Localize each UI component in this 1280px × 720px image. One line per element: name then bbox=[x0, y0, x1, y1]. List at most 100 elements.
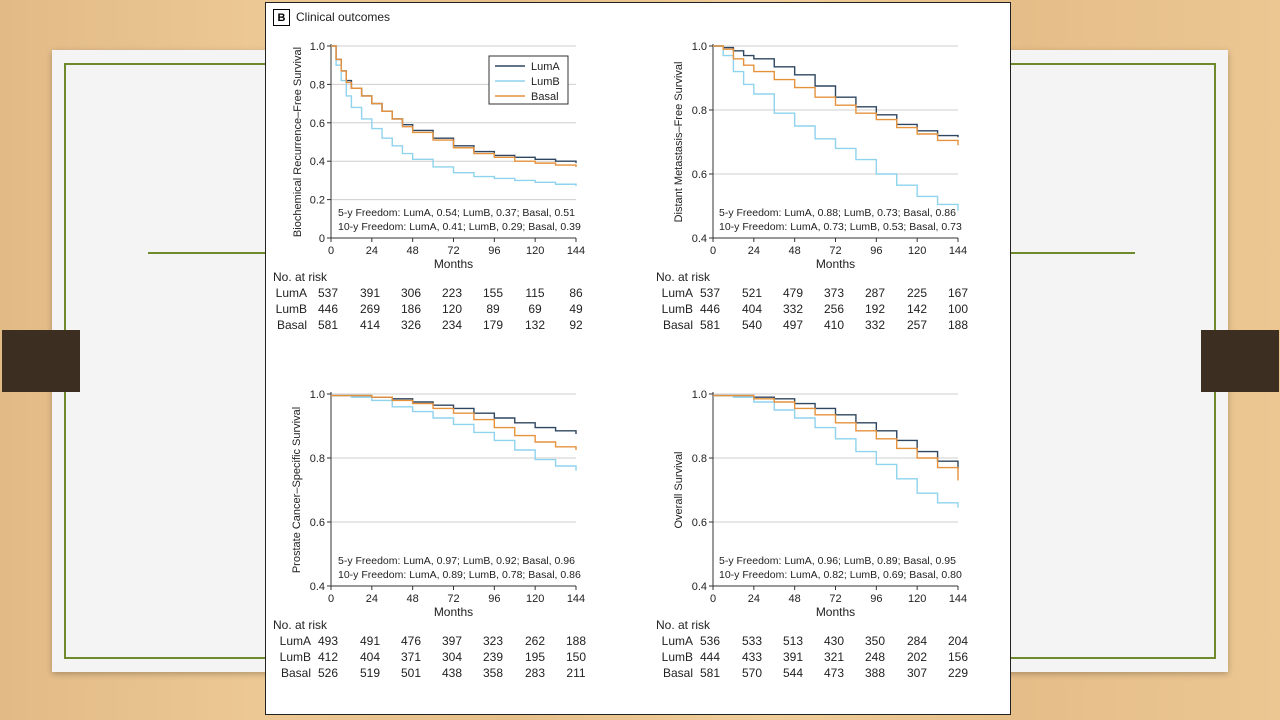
chart1-at-risk-value: 391 bbox=[360, 286, 380, 300]
chart1-at-risk-value: 92 bbox=[569, 318, 583, 332]
chart2-at-risk-value: 446 bbox=[700, 302, 720, 316]
chart1-at-risk-value: 69 bbox=[528, 302, 542, 316]
chart4-at-risk-name: Basal bbox=[663, 666, 693, 680]
chart4-at-risk-value: 444 bbox=[700, 650, 720, 664]
chart3-ytick-label: 0.8 bbox=[310, 453, 325, 465]
slide-rule-right bbox=[1011, 252, 1135, 254]
chart3-at-risk-value: 188 bbox=[566, 634, 586, 648]
chart3-at-risk-value: 195 bbox=[525, 650, 545, 664]
chart3-at-risk-value: 438 bbox=[442, 666, 462, 680]
chart3-ytick-label: 0.4 bbox=[310, 581, 325, 593]
chart2-at-risk-value: 167 bbox=[948, 286, 968, 300]
chart1-series-lumb-line bbox=[331, 45, 577, 187]
chart1-at-risk-value: 234 bbox=[442, 318, 462, 332]
chart1-at-risk-value: 581 bbox=[318, 318, 338, 332]
chart1-at-risk-value: 155 bbox=[483, 286, 503, 300]
chart3-xtick-label: 120 bbox=[526, 593, 544, 605]
chart2-series-lumb-line bbox=[713, 45, 959, 211]
chart3-xtick-label: 72 bbox=[447, 593, 459, 605]
chart3-at-risk-name: LumA bbox=[280, 634, 311, 648]
chart1-xtick-label: 0 bbox=[328, 245, 334, 257]
chart4-xtick-label: 24 bbox=[748, 593, 760, 605]
chart2-at-risk-value: 540 bbox=[742, 318, 762, 332]
chart1-ytick-label: 0.6 bbox=[310, 118, 325, 130]
chart2-ytick-label: 0.8 bbox=[692, 105, 707, 117]
chart4-at-risk-name: LumB bbox=[662, 650, 693, 664]
chart1-x-axis-label: Months bbox=[434, 257, 473, 271]
chart4-at-risk-value: 536 bbox=[700, 634, 720, 648]
chart4-xtick-label: 0 bbox=[710, 593, 716, 605]
chart4-y-axis-label: Overall Survival bbox=[673, 451, 685, 528]
chart1-at-risk-value: 120 bbox=[442, 302, 462, 316]
chart2-ytick-label: 0.4 bbox=[692, 233, 707, 245]
chart1-xtick-label: 72 bbox=[447, 245, 459, 257]
chart1-xtick-label: 144 bbox=[567, 245, 585, 257]
chart4-xtick-label: 120 bbox=[908, 593, 926, 605]
chart2-xtick-label: 24 bbox=[748, 245, 760, 257]
chart1-xtick-label: 96 bbox=[488, 245, 500, 257]
chart1-at-risk-value: 414 bbox=[360, 318, 380, 332]
chart4-xtick-label: 72 bbox=[829, 593, 841, 605]
chart3-series-basal-line bbox=[331, 394, 577, 450]
chart4-at-risk-value: 204 bbox=[948, 634, 968, 648]
chart4-at-risk-value: 513 bbox=[783, 634, 803, 648]
chart2-at-risk-name: LumA bbox=[662, 286, 693, 300]
chart1-at-risk-value: 326 bbox=[401, 318, 421, 332]
chart2-x-axis-label: Months bbox=[816, 257, 855, 271]
chart4-at-risk-value: 229 bbox=[948, 666, 968, 680]
figure-panel: B Clinical outcomes bbox=[265, 2, 1011, 715]
chart4-series-luma-line bbox=[713, 394, 959, 470]
chart4-at-risk-value: 533 bbox=[742, 634, 762, 648]
chart1-at-risk-header: No. at risk bbox=[273, 270, 328, 284]
chart2-at-risk-value: 537 bbox=[700, 286, 720, 300]
chart1-at-risk-name: Basal bbox=[277, 318, 307, 332]
chart3-x-axis-label: Months bbox=[434, 605, 473, 619]
chart3-at-risk-value: 283 bbox=[525, 666, 545, 680]
chart4-ytick-label: 0.8 bbox=[692, 453, 707, 465]
chart1-at-risk-value: 223 bbox=[442, 286, 462, 300]
chart1-ytick-label: 0.2 bbox=[310, 195, 325, 207]
chart2-at-risk-value: 225 bbox=[907, 286, 927, 300]
chart4-series-basal-line bbox=[713, 394, 959, 481]
chart1-at-risk-value: 132 bbox=[525, 318, 545, 332]
chart3-at-risk-name: LumB bbox=[280, 650, 311, 664]
chart1-series-basal-line bbox=[331, 45, 577, 167]
chart3-xtick-label: 24 bbox=[366, 593, 378, 605]
chart4-annotation: 10-y Freedom: LumA, 0.82; LumB, 0.69; Ba… bbox=[719, 569, 962, 581]
chart3-annotation: 5-y Freedom: LumA, 0.97; LumB, 0.92; Bas… bbox=[338, 555, 575, 567]
chart2-at-risk-name: LumB bbox=[662, 302, 693, 316]
chart4-at-risk-value: 248 bbox=[865, 650, 885, 664]
chart2-at-risk-value: 410 bbox=[824, 318, 844, 332]
chart2-at-risk-value: 521 bbox=[742, 286, 762, 300]
chart1-ytick-label: 1.0 bbox=[310, 41, 325, 53]
chart4-ytick-label: 0.4 bbox=[692, 581, 707, 593]
chart3-at-risk-value: 358 bbox=[483, 666, 503, 680]
chart3-at-risk-value: 491 bbox=[360, 634, 380, 648]
chart4-at-risk-value: 350 bbox=[865, 634, 885, 648]
chart4-x-axis-label: Months bbox=[816, 605, 855, 619]
chart1-xtick-label: 120 bbox=[526, 245, 544, 257]
chart3-at-risk-value: 501 bbox=[401, 666, 421, 680]
chart1-ytick-label: 0.4 bbox=[310, 156, 325, 168]
chart2-series-luma-line bbox=[713, 45, 959, 138]
chart3-ytick-label: 0.6 bbox=[310, 517, 325, 529]
chart2-annotation: 5-y Freedom: LumA, 0.88; LumB, 0.73; Bas… bbox=[719, 207, 956, 219]
chart2-xtick-label: 48 bbox=[789, 245, 801, 257]
chart3-at-risk-value: 397 bbox=[442, 634, 462, 648]
chart3-at-risk-value: 211 bbox=[566, 666, 585, 680]
chart2-at-risk-value: 256 bbox=[824, 302, 844, 316]
chart2-ytick-label: 0.6 bbox=[692, 169, 707, 181]
panel-letter: B bbox=[273, 9, 290, 26]
chart3-at-risk-value: 493 bbox=[318, 634, 338, 648]
chart1-at-risk-value: 89 bbox=[486, 302, 500, 316]
chart3-at-risk-header: No. at risk bbox=[273, 618, 328, 632]
chart4-at-risk-name: LumA bbox=[662, 634, 693, 648]
chart2-at-risk-value: 332 bbox=[865, 318, 885, 332]
chart2-series-basal-line bbox=[713, 45, 959, 146]
chart3-at-risk-value: 304 bbox=[442, 650, 462, 664]
chart1-at-risk-value: 306 bbox=[401, 286, 421, 300]
chart2-at-risk-value: 142 bbox=[907, 302, 927, 316]
chart1-at-risk-value: 86 bbox=[569, 286, 583, 300]
chart2-xtick-label: 144 bbox=[949, 245, 967, 257]
